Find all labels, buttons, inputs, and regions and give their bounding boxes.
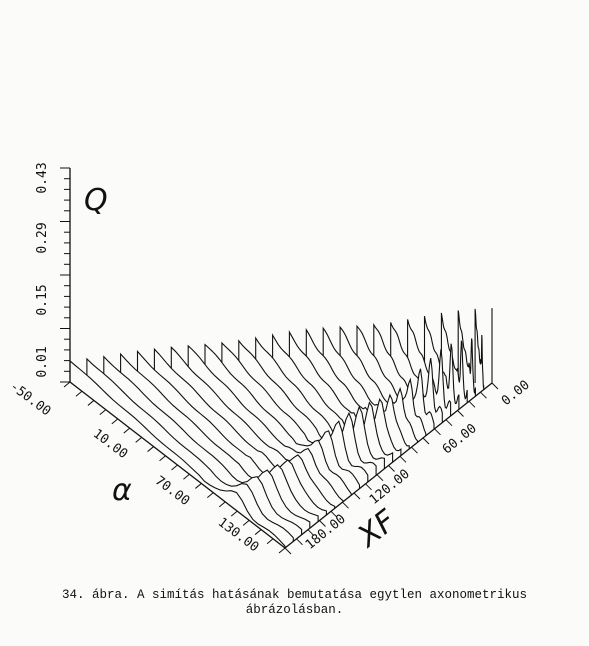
alpha-axis-tick bbox=[87, 400, 95, 406]
alpha-axis-tick bbox=[135, 436, 142, 443]
alpha-tick-label-2: 70.00 bbox=[152, 473, 192, 509]
q-tick-label-0: 0.01 bbox=[35, 346, 50, 377]
xf-axis-tick bbox=[422, 437, 430, 445]
surface-profile-line bbox=[204, 343, 352, 496]
xf-axis-tick bbox=[445, 419, 453, 427]
alpha-axis-tick bbox=[99, 409, 107, 416]
xf-axis-tick bbox=[284, 547, 292, 555]
surface-profile-line bbox=[255, 336, 377, 476]
surface-profile-line bbox=[339, 325, 419, 443]
surface-profile-line bbox=[272, 333, 385, 469]
xf-axis-tick bbox=[365, 483, 372, 491]
alpha-axis-tick bbox=[75, 390, 83, 397]
xf-axis-tick bbox=[319, 520, 326, 527]
caption-line-2: ábrázolásban. bbox=[245, 603, 344, 617]
surface-profile-line bbox=[373, 322, 435, 430]
alpha-axis-tick bbox=[171, 464, 178, 471]
surface-profile-line bbox=[238, 339, 369, 482]
surface-profiles bbox=[69, 308, 493, 548]
xf-axis-tick bbox=[491, 382, 499, 390]
caption-line-1: 34. ábra. A simítás hatásának bemutatása… bbox=[61, 588, 528, 602]
surface-profile-line bbox=[322, 326, 410, 449]
q-axis-title: Q bbox=[84, 183, 108, 218]
xf-axis-tick bbox=[376, 474, 384, 482]
xf-tick-label-1: 60.00 bbox=[440, 421, 480, 457]
alpha-axis-tick bbox=[195, 483, 202, 489]
xf-axis-tick bbox=[388, 465, 395, 472]
xf-axis-tick bbox=[457, 410, 464, 417]
surface-profile-line bbox=[86, 357, 294, 542]
xf-tick-label-0: 0.00 bbox=[499, 378, 533, 409]
alpha-axis-tick bbox=[254, 529, 262, 535]
alpha-axis-tick bbox=[183, 473, 190, 480]
surface-profile-line bbox=[440, 312, 468, 403]
xf-tick-label-3: 180.00 bbox=[303, 512, 349, 553]
surface-profile-line bbox=[356, 324, 427, 436]
alpha-axis-tick bbox=[230, 510, 238, 517]
surface-profile-line bbox=[305, 327, 402, 456]
surface-profile-line bbox=[474, 308, 485, 390]
q-tick-label-2: 0.29 bbox=[35, 222, 50, 253]
xf-axis-title: XF bbox=[350, 503, 404, 556]
xf-axis-tick bbox=[468, 400, 476, 408]
xf-axis-tick bbox=[342, 501, 349, 509]
alpha-axis-tick bbox=[111, 418, 119, 425]
alpha-axis-tick bbox=[218, 501, 226, 508]
xf-axis-tick bbox=[411, 446, 418, 454]
alpha-axis-tick bbox=[147, 446, 154, 452]
alpha-axis-ticks bbox=[63, 381, 286, 554]
surface-profile-line bbox=[288, 330, 394, 463]
surface-profile-line bbox=[103, 355, 303, 535]
surface-profile-line bbox=[221, 341, 361, 489]
alpha-axis-tick bbox=[159, 455, 166, 462]
q-tick-label-3: 0.43 bbox=[35, 162, 50, 193]
alpha-axis-tick bbox=[123, 427, 131, 434]
alpha-axis-tick bbox=[63, 381, 71, 388]
surface-profile-line bbox=[69, 359, 286, 548]
alpha-axis-tick bbox=[242, 519, 250, 526]
q-axis-ticks bbox=[60, 167, 70, 383]
xf-axis-tick bbox=[434, 428, 441, 436]
xf-axis-tick bbox=[353, 492, 361, 500]
xf-axis-tick bbox=[307, 529, 315, 537]
alpha-axis-title: α bbox=[112, 473, 132, 508]
xf-axis-tick bbox=[480, 391, 487, 399]
xf-axis-tick bbox=[296, 538, 303, 546]
xf-axis-tick bbox=[399, 455, 407, 463]
alpha-tick-label-1: 10.00 bbox=[90, 426, 130, 462]
q-tick-label-1: 0.15 bbox=[35, 284, 50, 315]
alpha-axis-tick bbox=[278, 547, 286, 554]
axes bbox=[60, 167, 499, 555]
xf-axis-tick bbox=[330, 510, 338, 518]
xf-axis-ticks bbox=[284, 382, 499, 555]
alpha-tick-label-0: -50.00 bbox=[7, 379, 54, 419]
surface-plot: 0.01 0.15 0.29 0.43 -50.00 10.00 70.00 1… bbox=[7, 162, 533, 556]
surface-profile-line bbox=[187, 344, 344, 502]
alpha-axis-tick bbox=[266, 538, 274, 545]
surface-profile-line bbox=[390, 322, 443, 423]
figure-caption: 34. ábra. A simítás hatásának bemutatása… bbox=[20, 588, 569, 618]
alpha-axis-tick bbox=[207, 492, 214, 499]
